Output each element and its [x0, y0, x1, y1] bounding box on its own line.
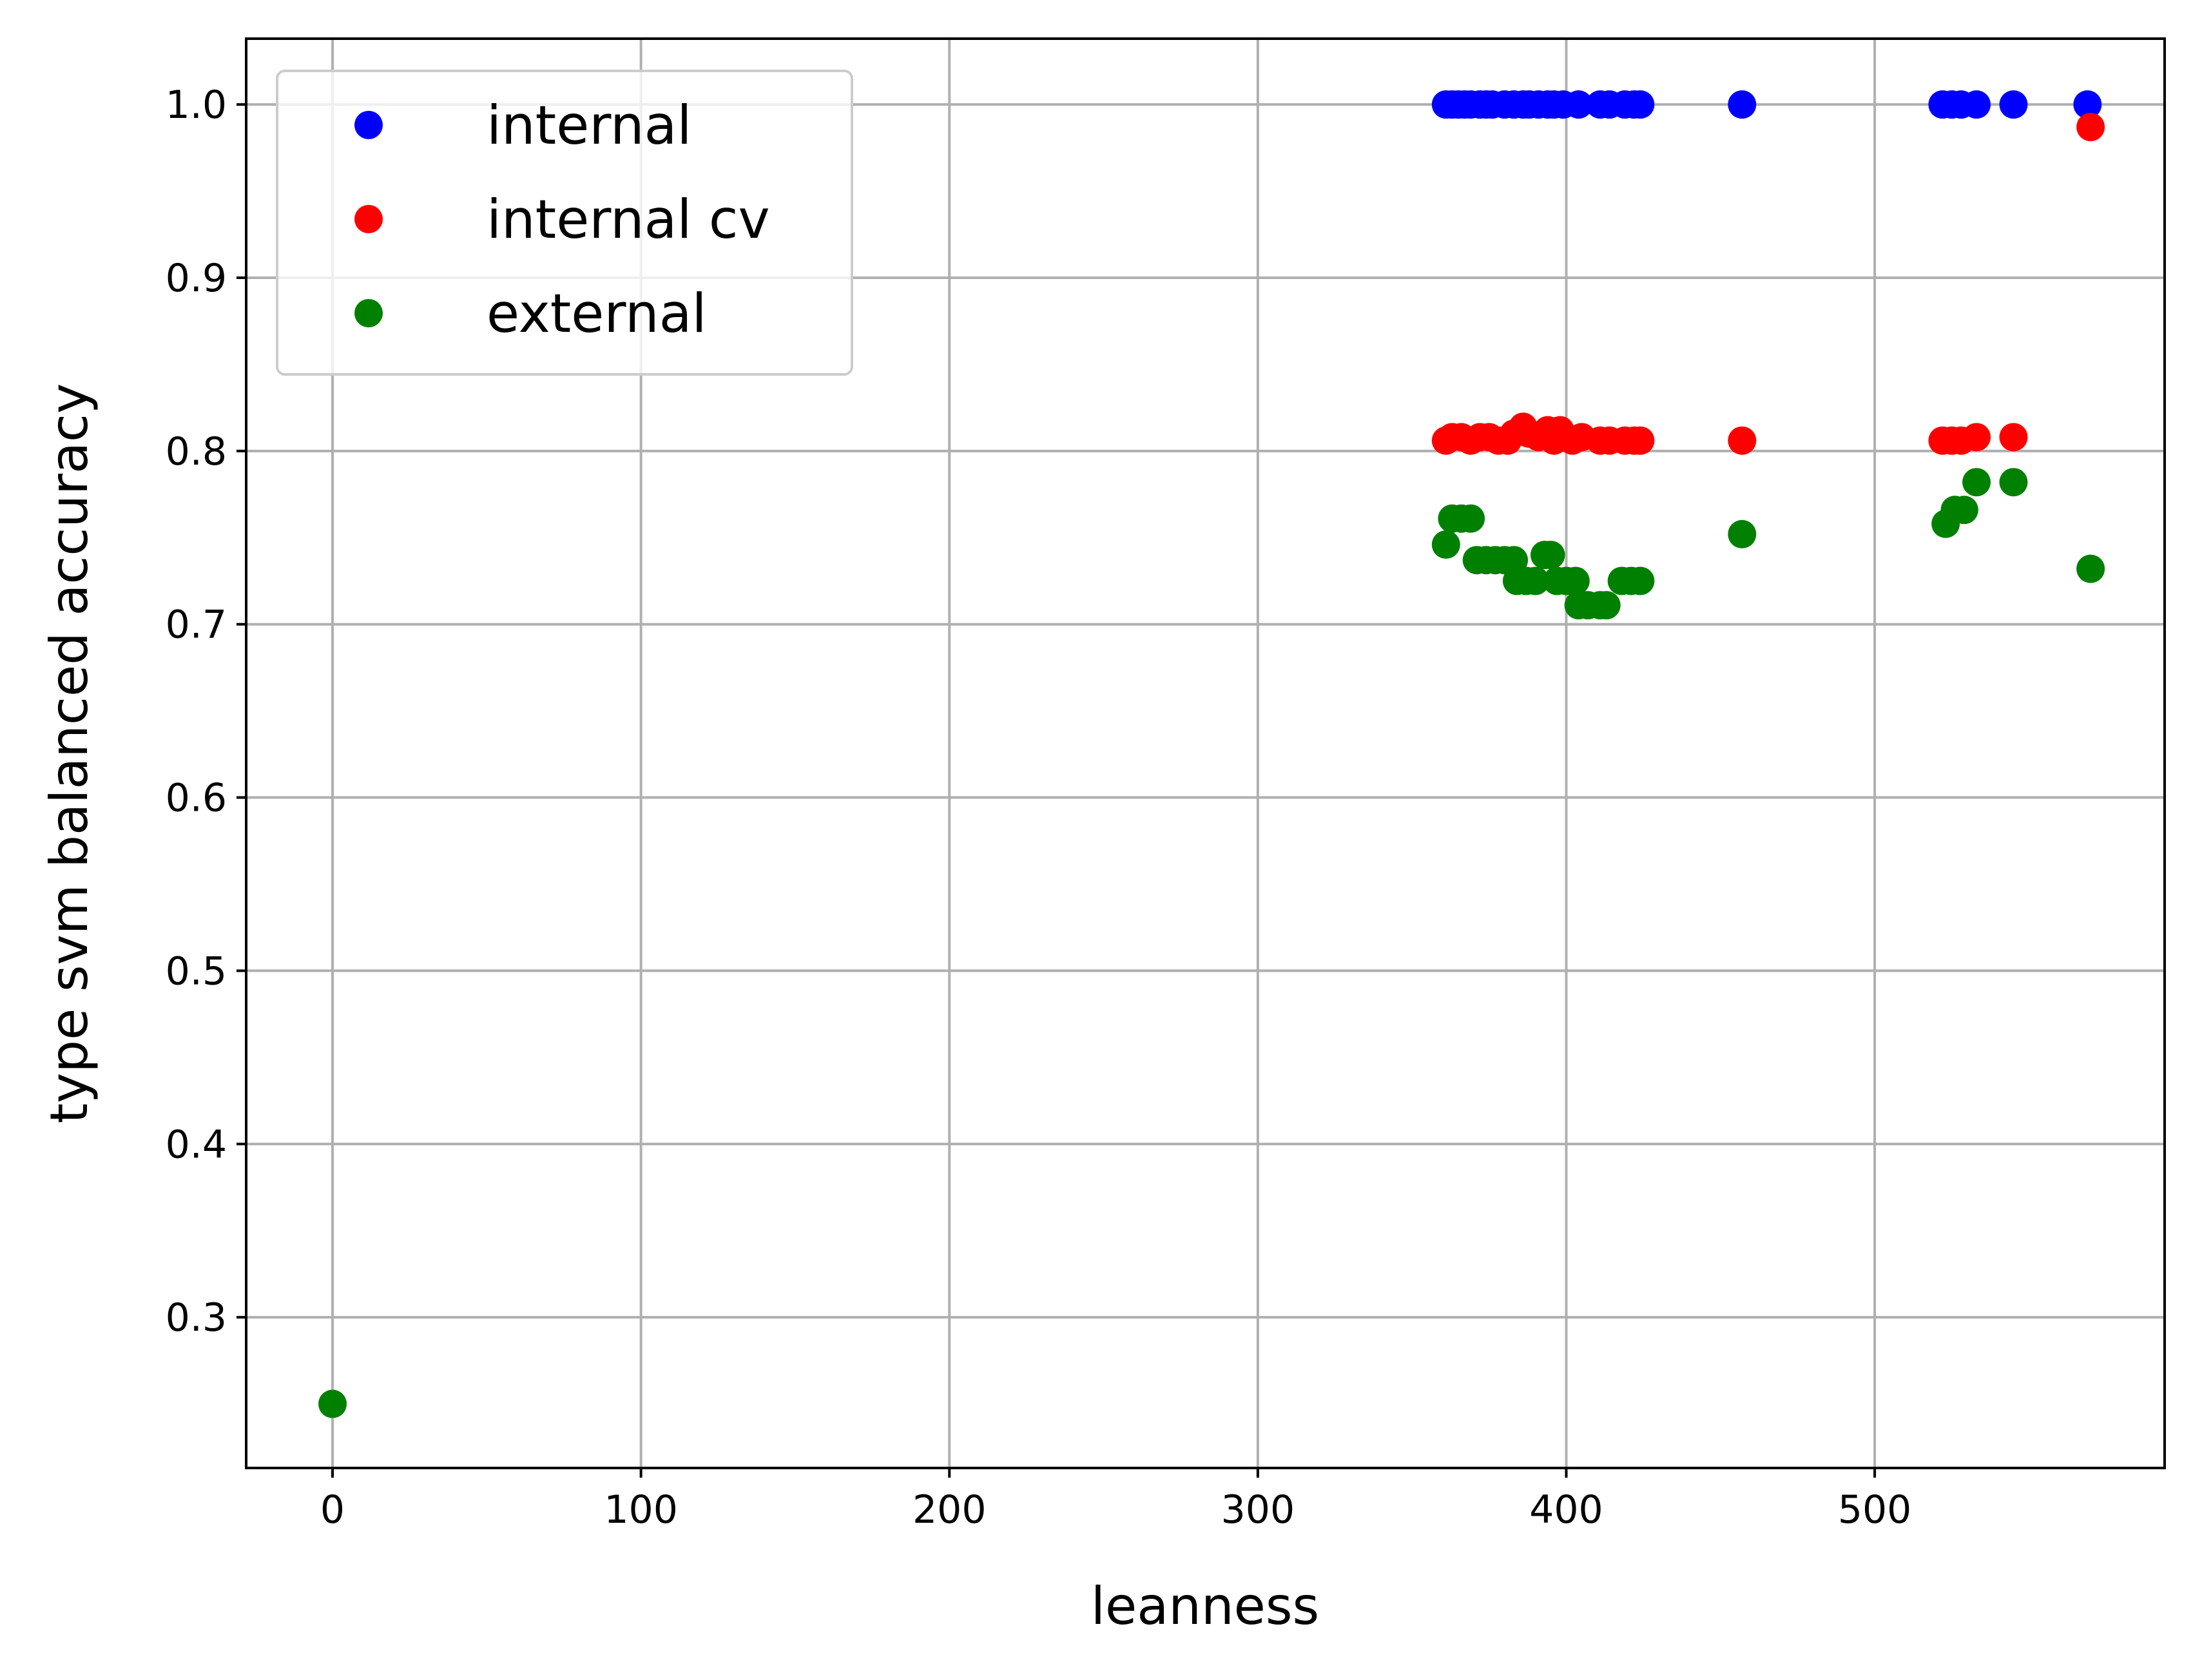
data-point [318, 1389, 347, 1418]
legend: internal internal cv external [276, 70, 853, 376]
legend-marker [354, 111, 383, 139]
y-tick-label: 1.0 [166, 82, 227, 128]
legend-marker [354, 299, 383, 327]
legend-label: external [487, 282, 707, 345]
data-point [1626, 90, 1655, 119]
data-point [1962, 468, 1991, 497]
y-axis-label: type svm balanced accuracy [39, 383, 99, 1124]
data-point [1962, 423, 1991, 452]
data-point [1456, 504, 1485, 533]
x-tick-label: 200 [913, 1487, 987, 1532]
data-point [1999, 423, 2028, 452]
y-tick-label: 0.4 [166, 1122, 227, 1167]
data-point [1521, 566, 1550, 595]
data-point [1626, 426, 1655, 455]
y-tick-label: 0.9 [166, 256, 227, 301]
legend-label: internal [487, 94, 691, 157]
data-point [1431, 530, 1460, 559]
data-point [1564, 90, 1593, 119]
data-point [2076, 113, 2105, 142]
y-tick-label: 0.6 [166, 776, 227, 821]
x-tick-label: 0 [320, 1487, 345, 1532]
x-axis-label: leanness [1091, 1576, 1319, 1636]
data-points [318, 90, 2105, 1418]
plot-frame [245, 37, 2166, 1469]
x-tick-label: 100 [604, 1487, 678, 1532]
y-tick-label: 0.7 [166, 603, 227, 648]
data-point [1536, 541, 1565, 570]
data-point [1728, 426, 1757, 455]
data-point [1592, 591, 1621, 620]
data-point [1728, 519, 1757, 548]
legend-box [276, 70, 853, 376]
data-point [1999, 468, 2028, 497]
data-point [1999, 90, 2028, 119]
data-point [2076, 554, 2105, 583]
y-tick-label: 0.8 [166, 429, 227, 474]
grid-lines [246, 39, 2165, 1468]
x-tick-label: 400 [1529, 1487, 1603, 1532]
data-point [1728, 90, 1757, 119]
data-point [1962, 90, 1991, 119]
data-point [1626, 566, 1655, 595]
x-tick-label: 300 [1221, 1487, 1295, 1532]
y-tick-label: 0.3 [166, 1295, 227, 1340]
data-point [2073, 90, 2102, 119]
y-tick-label: 0.5 [166, 949, 227, 994]
axis-ticks: 0 100 200 300 400 500 0.3 0.4 0.5 0.6 0.7 0.8 0.9 1.0 [166, 82, 1912, 1532]
data-point [1949, 496, 1978, 525]
x-tick-label: 500 [1838, 1487, 1912, 1532]
data-point [1500, 546, 1529, 575]
data-point [1561, 566, 1590, 595]
legend-marker [354, 205, 383, 233]
legend-label: internal cv [487, 188, 770, 251]
